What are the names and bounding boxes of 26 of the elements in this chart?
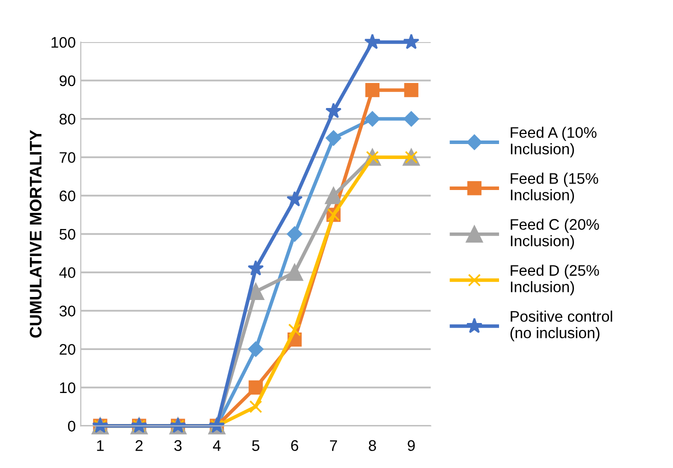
legend-label: Feed C (20% Inclusion)	[510, 218, 599, 250]
x-tick-label: 9	[408, 440, 415, 451]
x-tick-label: 1	[97, 440, 104, 451]
x-tick-label: 3	[174, 440, 182, 451]
y-tick-label: 60	[60, 190, 76, 202]
x-tick-label: 2	[136, 440, 143, 451]
y-tick-label: 70	[60, 152, 76, 163]
x-tick-label: 7	[330, 440, 337, 451]
y-axis-title: CUMULATIVE MORTALITY	[30, 130, 42, 338]
x-tick-label: 5	[252, 440, 260, 451]
y-tick-label: 10	[60, 382, 76, 394]
x-tick-label: 4	[212, 440, 221, 451]
y-tick-label: 100	[52, 36, 76, 48]
y-tick-label: 40	[59, 267, 76, 278]
legend-label: Positive control (no inclusion)	[510, 310, 612, 342]
x-tick-label: 8	[368, 440, 376, 451]
y-tick-label: 90	[60, 75, 76, 86]
x-tick-label: 6	[291, 440, 298, 451]
legend-label: Feed D (25% Inclusion)	[510, 264, 599, 296]
y-tick-label: 80	[60, 114, 76, 125]
y-tick-label: 50	[60, 228, 76, 240]
y-tick-label: 0	[68, 420, 76, 432]
y-tick-label: 30	[59, 306, 76, 316]
legend-label: Feed A (10% Inclusion)	[510, 126, 596, 158]
legend-label: Feed B (15% Inclusion)	[510, 172, 598, 204]
y-tick-label: 20	[60, 344, 76, 355]
